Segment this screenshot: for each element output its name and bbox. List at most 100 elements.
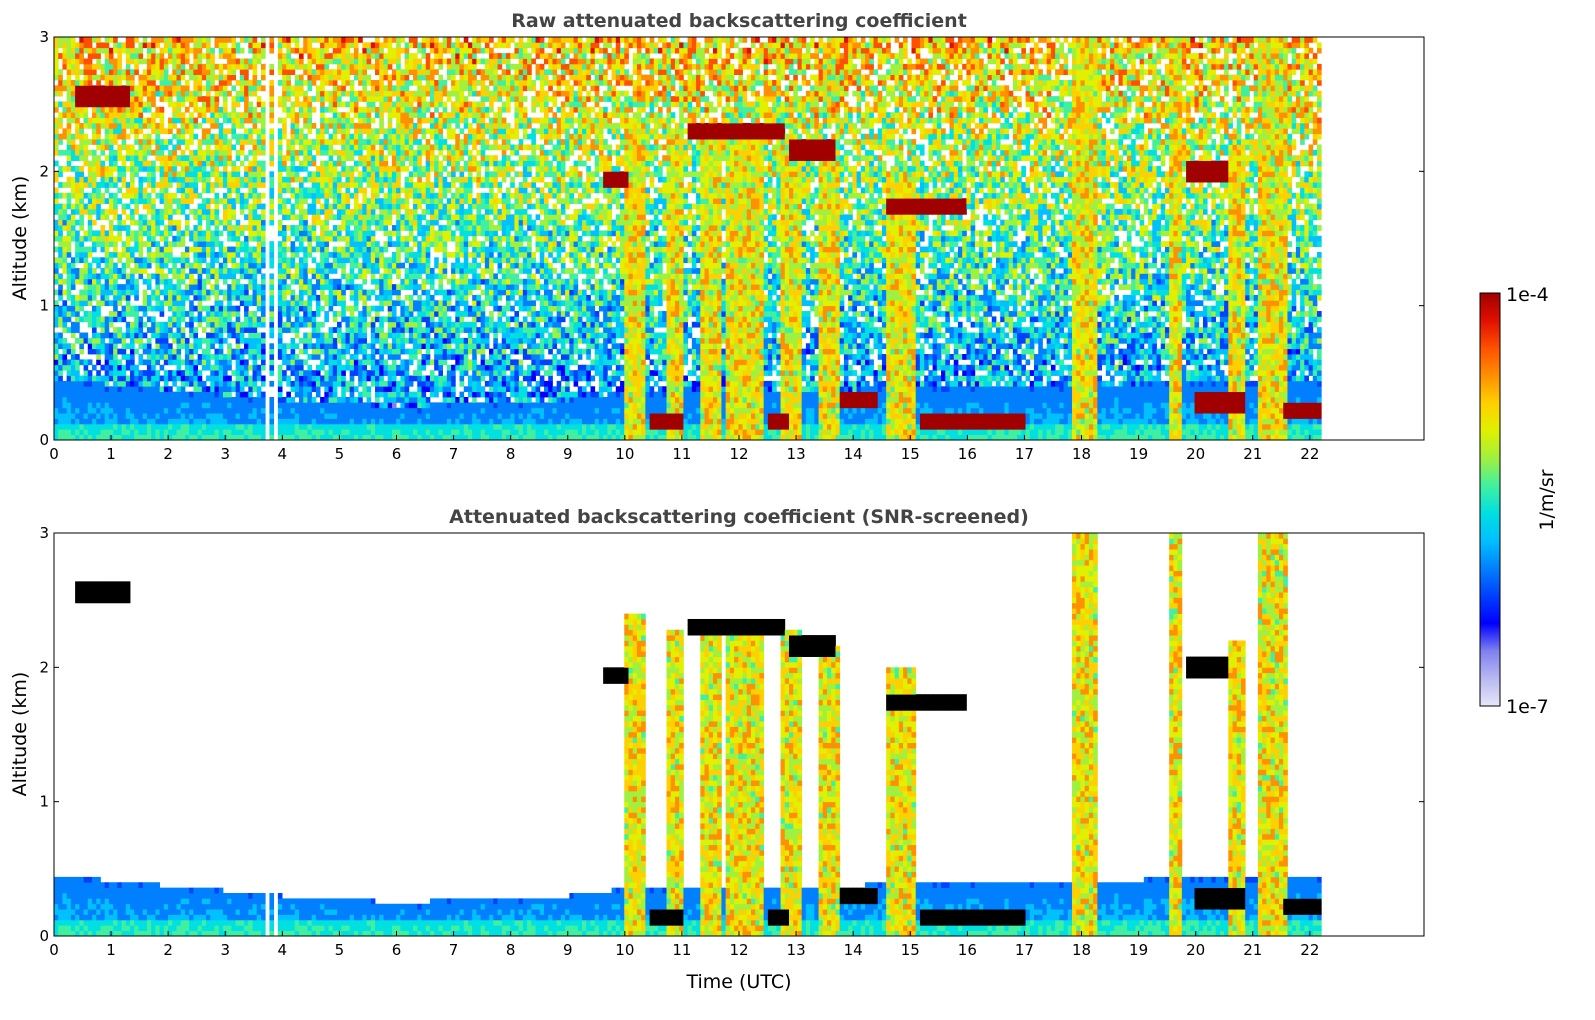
raw-heatmap-cell xyxy=(109,376,114,382)
raw-heatmap-cell xyxy=(105,166,110,172)
raw-heatmap-cell xyxy=(96,37,101,43)
raw-heatmap-cell xyxy=(96,429,101,435)
raw-heatmap-cell xyxy=(92,327,97,333)
raw-heatmap-cell xyxy=(71,48,76,54)
raw-heatmap-cell xyxy=(126,236,131,242)
raw-heatmap-cell xyxy=(113,295,118,301)
raw-heatmap-cell xyxy=(84,139,89,145)
raw-heatmap-cell xyxy=(84,247,89,253)
raw-heatmap-cell xyxy=(88,284,93,290)
raw-heatmap-cell xyxy=(130,424,135,430)
raw-heatmap-cell xyxy=(130,429,135,435)
raw-heatmap-cell xyxy=(96,75,101,81)
raw-heatmap-cell xyxy=(75,252,80,258)
raw-heatmap-cell xyxy=(126,69,131,75)
raw-heatmap-cell xyxy=(71,230,76,236)
raw-heatmap-cell xyxy=(71,370,76,376)
raw-heatmap-cell xyxy=(138,139,143,145)
raw-heatmap-cell xyxy=(62,53,67,59)
raw-heatmap-cell xyxy=(88,349,93,355)
raw-heatmap-cell xyxy=(122,268,127,274)
raw-heatmap-cell xyxy=(134,333,139,339)
raw-heatmap-cell xyxy=(100,209,105,215)
raw-heatmap-cell xyxy=(126,42,131,48)
raw-heatmap-cell xyxy=(109,177,114,183)
raw-heatmap-cell xyxy=(71,306,76,312)
raw-heatmap-cell xyxy=(138,230,143,236)
raw-heatmap-cell xyxy=(105,290,110,296)
raw-heatmap-cell xyxy=(84,392,89,398)
raw-heatmap-cell xyxy=(113,359,118,365)
raw-heatmap-cell xyxy=(54,381,59,387)
raw-heatmap-cell xyxy=(84,236,89,242)
raw-heatmap-cell xyxy=(100,284,105,290)
raw-heatmap-cell xyxy=(113,139,118,145)
raw-heatmap-cell xyxy=(122,365,127,371)
raw-heatmap-cell xyxy=(143,381,148,387)
raw-heatmap-cell xyxy=(105,75,110,81)
raw-heatmap-cell xyxy=(92,48,97,54)
raw-heatmap-cell xyxy=(96,123,101,129)
raw-heatmap-cell xyxy=(138,101,143,107)
raw-heatmap-cell xyxy=(58,408,63,414)
raw-heatmap-cell xyxy=(67,75,72,81)
raw-heatmap-cell xyxy=(79,236,84,242)
raw-heatmap-cell xyxy=(58,85,63,91)
raw-heatmap-cell xyxy=(122,101,127,107)
raw-heatmap-cell xyxy=(130,75,135,81)
raw-heatmap-cell xyxy=(105,263,110,269)
raw-heatmap-cell xyxy=(88,69,93,75)
raw-heatmap-cell xyxy=(79,408,84,414)
raw-heatmap-cell xyxy=(79,295,84,301)
raw-heatmap-cell xyxy=(100,290,105,296)
raw-heatmap-cell xyxy=(126,204,131,210)
raw-heatmap-cell xyxy=(67,123,72,129)
raw-heatmap-cell xyxy=(71,311,76,317)
raw-heatmap-cell xyxy=(67,370,72,376)
raw-heatmap-cell xyxy=(109,182,114,188)
raw-heatmap-cell xyxy=(109,354,114,360)
raw-heatmap-cell xyxy=(134,118,139,124)
raw-heatmap-cell xyxy=(130,381,135,387)
raw-heatmap-cell xyxy=(117,300,122,306)
raw-heatmap-cell xyxy=(88,225,93,231)
raw-heatmap-cell xyxy=(79,155,84,161)
raw-heatmap-cell xyxy=(109,80,114,86)
raw-heatmap-cell xyxy=(84,80,89,86)
raw-heatmap-cell xyxy=(84,295,89,301)
raw-heatmap-cell xyxy=(100,225,105,231)
raw-heatmap-cell xyxy=(105,182,110,188)
raw-heatmap-cell xyxy=(88,263,93,269)
raw-heatmap-cell xyxy=(79,316,84,322)
raw-heatmap-cell xyxy=(134,349,139,355)
raw-heatmap-cell xyxy=(75,53,80,59)
raw-heatmap-cell xyxy=(113,252,118,258)
raw-heatmap-cell xyxy=(62,241,67,247)
raw-heatmap-cell xyxy=(126,166,131,172)
raw-heatmap-cell xyxy=(96,85,101,91)
raw-heatmap-cell xyxy=(92,166,97,172)
raw-heatmap-cell xyxy=(58,123,63,129)
raw-heatmap-cell xyxy=(130,333,135,339)
raw-heatmap-cell xyxy=(92,386,97,392)
raw-heatmap-cell xyxy=(105,155,110,161)
raw-heatmap-cell xyxy=(100,241,105,247)
raw-heatmap-cell xyxy=(58,37,63,43)
raw-heatmap-cell xyxy=(138,376,143,382)
raw-heatmap-cell xyxy=(143,397,148,403)
raw-heatmap-cell xyxy=(113,85,118,91)
raw-heatmap-cell xyxy=(126,101,131,107)
raw-heatmap-cell xyxy=(113,408,118,414)
raw-heatmap-cell xyxy=(117,424,122,430)
raw-heatmap-cell xyxy=(58,139,63,145)
raw-heatmap-cell xyxy=(126,408,131,414)
raw-heatmap-cell xyxy=(113,392,118,398)
raw-heatmap-cell xyxy=(75,91,80,97)
raw-heatmap-cell xyxy=(138,397,143,403)
raw-heatmap-cell xyxy=(100,295,105,301)
raw-heatmap-cell xyxy=(79,376,84,382)
raw-heatmap-cell xyxy=(109,300,114,306)
raw-heatmap-cell xyxy=(138,413,143,419)
raw-heatmap-cell xyxy=(117,155,122,161)
raw-heatmap-cell xyxy=(71,236,76,242)
